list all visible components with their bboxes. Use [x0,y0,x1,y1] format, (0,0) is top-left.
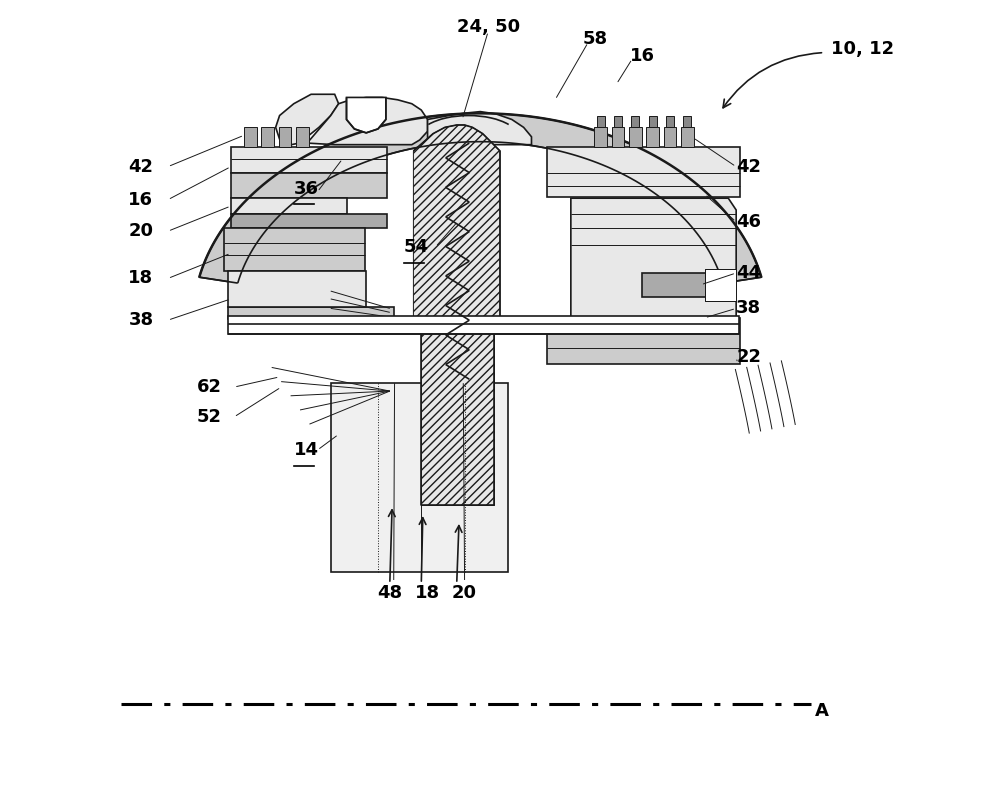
Bar [228,307,394,319]
Polygon shape [428,111,531,145]
Bar [228,316,739,333]
Bar [279,127,291,147]
Bar [261,127,274,147]
Bar [331,383,508,572]
Text: 38: 38 [736,299,761,318]
Bar [631,115,639,127]
Bar [664,127,676,147]
Polygon shape [571,198,736,318]
Text: 16: 16 [630,47,655,66]
Polygon shape [346,97,386,133]
Text: 24, 50: 24, 50 [457,17,520,36]
Bar [649,115,657,127]
Bar [244,127,257,147]
Polygon shape [276,94,339,145]
Text: 52: 52 [197,408,222,426]
Text: 38: 38 [128,311,154,329]
Bar [629,127,642,147]
Text: 62: 62 [197,378,222,396]
Text: 18: 18 [415,585,440,603]
Bar [547,318,740,363]
Bar [614,115,622,127]
Bar [642,273,732,296]
Bar [547,147,740,197]
Polygon shape [413,125,500,324]
Polygon shape [199,113,761,283]
Text: 42: 42 [128,158,153,175]
Text: 14: 14 [294,441,319,459]
Bar [594,127,607,147]
Bar [646,127,659,147]
Text: 20: 20 [128,222,153,240]
Text: 48: 48 [377,585,402,603]
Bar [231,214,387,228]
Bar [231,173,387,198]
Text: 46: 46 [736,213,761,231]
Text: 10, 12: 10, 12 [831,40,894,58]
Bar [296,127,309,147]
Text: 16: 16 [128,190,153,209]
Bar [705,269,736,300]
Bar [421,324,494,506]
Text: A: A [815,702,829,720]
Bar [228,271,366,307]
Bar [666,115,674,127]
Bar [681,127,694,147]
Text: 36: 36 [294,180,319,198]
Bar [231,147,387,173]
Text: 44: 44 [736,264,761,282]
Bar [612,127,624,147]
Text: 20: 20 [452,585,477,603]
Text: 22: 22 [736,348,761,367]
Bar [224,228,365,271]
Polygon shape [307,97,428,145]
Text: 18: 18 [128,269,154,288]
Bar [683,115,691,127]
Bar [231,198,347,214]
Text: 54: 54 [404,238,429,256]
Bar [597,115,605,127]
Text: 58: 58 [583,30,608,48]
Text: 42: 42 [736,158,761,175]
